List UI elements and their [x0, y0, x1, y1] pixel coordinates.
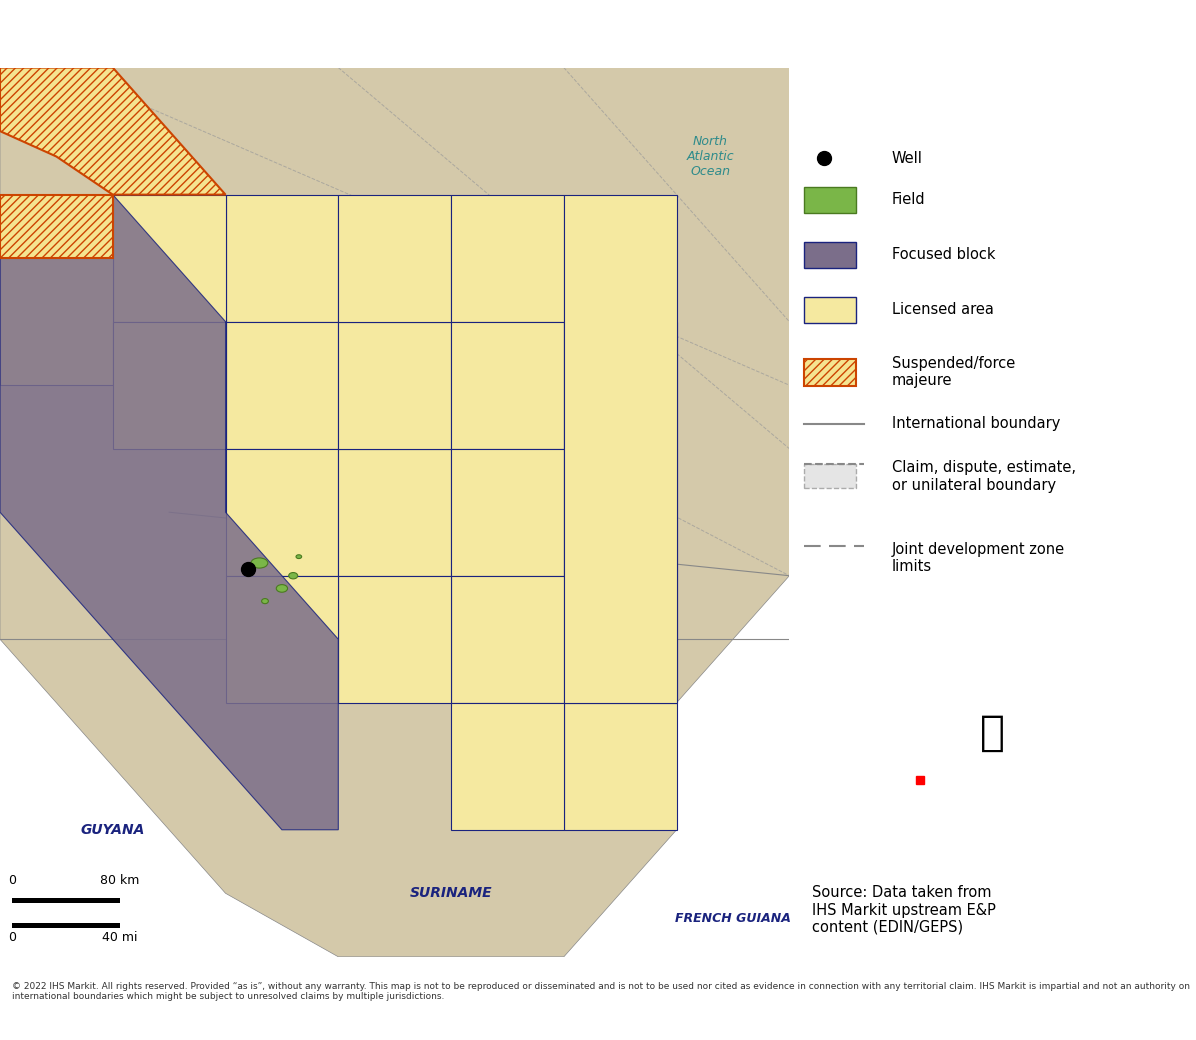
- FancyBboxPatch shape: [804, 187, 856, 213]
- Text: Licensed area: Licensed area: [892, 303, 994, 317]
- Polygon shape: [226, 321, 338, 448]
- Polygon shape: [0, 68, 226, 194]
- Polygon shape: [451, 321, 563, 448]
- Text: Field: Field: [892, 192, 926, 207]
- Text: Focused block: Focused block: [892, 248, 995, 262]
- Polygon shape: [0, 258, 112, 385]
- FancyBboxPatch shape: [804, 297, 856, 323]
- Polygon shape: [451, 703, 563, 830]
- Text: 0: 0: [8, 931, 16, 944]
- Bar: [12, 898, 120, 903]
- Polygon shape: [338, 194, 451, 321]
- Polygon shape: [451, 448, 563, 576]
- Polygon shape: [112, 194, 226, 321]
- Text: Suspended/force
majeure: Suspended/force majeure: [892, 356, 1015, 388]
- Polygon shape: [226, 576, 338, 703]
- Polygon shape: [338, 576, 451, 703]
- Polygon shape: [0, 194, 338, 830]
- Text: Well: Well: [892, 151, 923, 165]
- Text: 80 km: 80 km: [100, 874, 139, 887]
- Text: Guyana and Suriname - Kawa 1 exploratory well: Guyana and Suriname - Kawa 1 exploratory…: [14, 17, 996, 51]
- Polygon shape: [0, 68, 789, 957]
- Text: Claim, dispute, estimate,
or unilateral boundary: Claim, dispute, estimate, or unilateral …: [892, 461, 1076, 493]
- Polygon shape: [338, 448, 451, 576]
- Text: International boundary: International boundary: [892, 416, 1061, 432]
- Text: Joint development zone
limits: Joint development zone limits: [892, 542, 1066, 574]
- Ellipse shape: [251, 557, 268, 568]
- Text: Source: Data taken from
IHS Markit upstream E&P
content (EDIN/GEPS): Source: Data taken from IHS Markit upstr…: [812, 885, 995, 935]
- Text: SURINAME: SURINAME: [410, 886, 493, 901]
- Text: 40 mi: 40 mi: [102, 931, 138, 944]
- FancyBboxPatch shape: [804, 359, 856, 386]
- Text: FRENCH GUIANA: FRENCH GUIANA: [675, 912, 791, 926]
- Polygon shape: [0, 194, 112, 258]
- Polygon shape: [563, 321, 677, 448]
- Polygon shape: [338, 321, 451, 448]
- Polygon shape: [563, 703, 677, 830]
- FancyBboxPatch shape: [804, 465, 856, 489]
- Polygon shape: [563, 194, 677, 703]
- Polygon shape: [112, 321, 226, 448]
- Polygon shape: [226, 194, 338, 321]
- Polygon shape: [451, 576, 563, 703]
- Bar: [12, 922, 120, 928]
- Ellipse shape: [276, 584, 287, 592]
- Text: 0: 0: [8, 874, 16, 887]
- Polygon shape: [226, 448, 338, 576]
- FancyBboxPatch shape: [804, 242, 856, 268]
- Text: 🌍: 🌍: [980, 712, 1005, 754]
- Text: North
Atlantic
Ocean: North Atlantic Ocean: [687, 135, 734, 178]
- Text: GUYANA: GUYANA: [80, 823, 145, 837]
- Polygon shape: [563, 448, 677, 576]
- Polygon shape: [563, 576, 677, 703]
- Ellipse shape: [295, 554, 301, 558]
- Ellipse shape: [262, 599, 268, 603]
- Ellipse shape: [288, 573, 298, 579]
- Text: © 2022 IHS Markit. All rights reserved. Provided “as is”, without any warranty. : © 2022 IHS Markit. All rights reserved. …: [12, 982, 1190, 1002]
- Polygon shape: [451, 194, 563, 321]
